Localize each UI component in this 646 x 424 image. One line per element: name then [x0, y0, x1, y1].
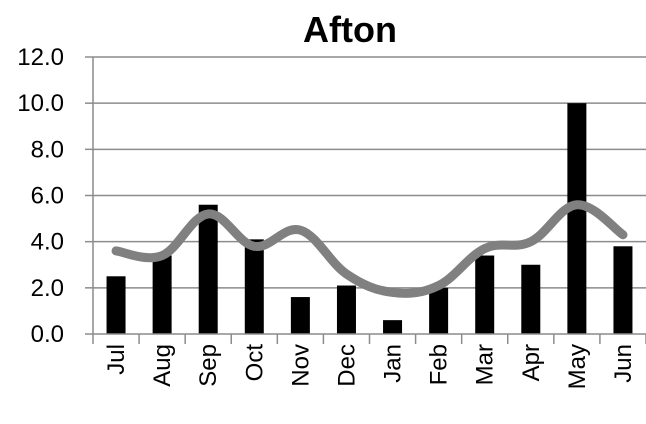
- bar: [475, 255, 495, 334]
- x-tick-label: Dec: [333, 344, 360, 387]
- x-tick-label: Jul: [103, 344, 130, 375]
- bar: [152, 255, 172, 334]
- x-tick-label: Sep: [195, 344, 222, 387]
- x-tick-label: Nov: [287, 344, 314, 387]
- x-tick-label: Jun: [610, 344, 637, 383]
- y-tick-label: 0.0: [31, 321, 64, 348]
- y-tick-label: 12.0: [17, 44, 64, 71]
- trend-line: [111, 200, 628, 298]
- x-tick-label: Apr: [518, 344, 545, 381]
- y-tick-label: 8.0: [31, 136, 64, 163]
- x-tick-label: Aug: [149, 344, 176, 387]
- chart-title: Afton: [303, 9, 397, 50]
- y-tick-label: 4.0: [31, 229, 64, 256]
- bar: [290, 297, 310, 334]
- bar: [429, 287, 449, 334]
- y-tick-label: 6.0: [31, 183, 64, 210]
- bar: [567, 103, 587, 335]
- bar: [244, 239, 264, 334]
- y-axis-ticks: 0.0 2.0 4.0 6.0 8.0 10.0 12.0: [17, 44, 93, 348]
- bar: [336, 285, 356, 334]
- line-series: [111, 200, 628, 298]
- x-tick-label: Mar: [472, 344, 499, 385]
- x-axis-ticks: Jul Aug Sep Oct Nov Dec Jan Feb Mar Apr May Jun: [92, 334, 646, 389]
- y-tick-label: 2.0: [31, 275, 64, 302]
- gridlines: [93, 56, 646, 289]
- x-tick-label: Jan: [380, 344, 407, 383]
- bar: [383, 320, 403, 334]
- bar: [613, 246, 633, 334]
- x-tick-label: Oct: [241, 344, 268, 382]
- bar: [106, 276, 126, 334]
- y-tick-label: 10.0: [17, 90, 64, 117]
- x-tick-label: May: [564, 344, 591, 389]
- x-tick-label: Feb: [426, 344, 453, 385]
- bar-series: [106, 103, 633, 335]
- bar: [198, 204, 218, 334]
- bar: [521, 264, 541, 334]
